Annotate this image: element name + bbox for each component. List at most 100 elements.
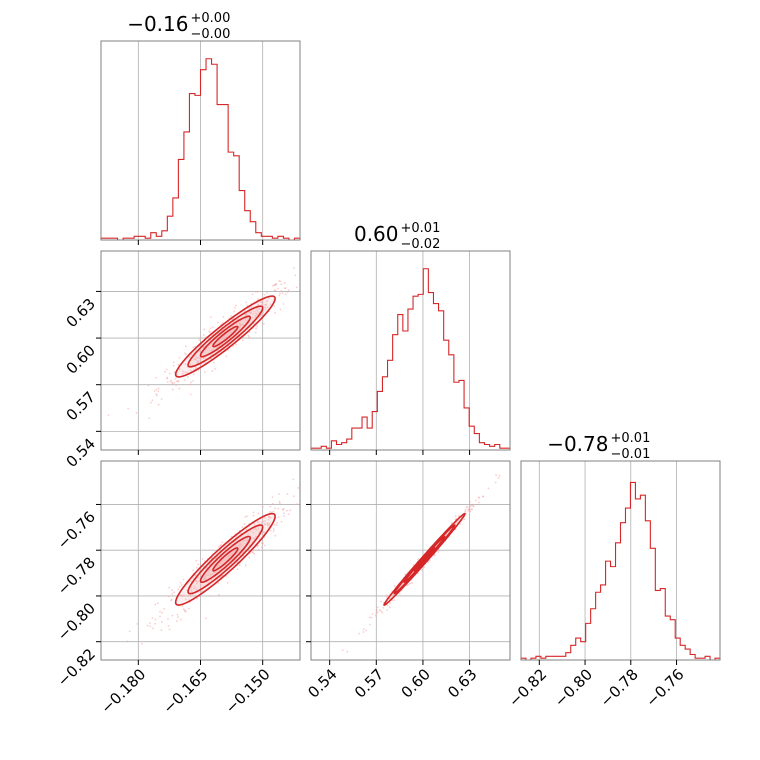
sample-point <box>171 589 174 592</box>
sample-point <box>192 373 195 376</box>
sample-point <box>171 388 174 391</box>
sample-point <box>469 505 471 508</box>
sample-point <box>160 629 163 632</box>
sample-point <box>197 563 200 566</box>
contour-line <box>187 305 264 368</box>
sample-point <box>255 529 258 531</box>
sample-point <box>283 282 286 285</box>
sample-point <box>266 306 269 308</box>
sample-point <box>248 331 251 334</box>
contour-line <box>212 325 239 348</box>
sample-point <box>386 604 389 607</box>
sample-point <box>189 595 192 597</box>
sample-point <box>262 520 265 523</box>
sample-point <box>234 545 237 548</box>
sample-point <box>161 612 163 614</box>
ytick-label-p3: −0.78 <box>54 553 99 598</box>
sample-point <box>272 528 275 531</box>
sample-point <box>370 616 373 619</box>
sample-point <box>186 376 189 378</box>
sample-point <box>389 602 392 605</box>
sample-point <box>262 311 265 314</box>
title-p1: −0.16 +0.00−0.00 <box>127 11 230 42</box>
sample-point <box>168 628 171 631</box>
sample-point <box>386 609 389 611</box>
sample-point <box>160 621 163 623</box>
sample-point <box>257 512 260 515</box>
sample-point <box>362 628 365 631</box>
sample-point <box>155 376 157 379</box>
sample-point <box>261 303 264 306</box>
sample-point <box>209 316 212 319</box>
density-fill <box>212 326 238 347</box>
sample-point <box>214 367 216 370</box>
ytick-label-p3: −0.82 <box>54 645 99 690</box>
sample-point <box>475 499 477 502</box>
sample-point <box>286 493 289 495</box>
sample-point <box>245 301 248 304</box>
sample-point <box>271 284 274 287</box>
sample-point <box>217 545 220 548</box>
sample-point <box>266 299 269 302</box>
sample-point <box>463 518 466 521</box>
sample-point <box>107 414 110 416</box>
histogram-panel-p1 <box>100 41 301 241</box>
sample-point <box>385 594 388 597</box>
sample-point <box>212 326 214 329</box>
sample-point <box>173 370 176 373</box>
sample-point <box>195 559 198 562</box>
sample-point <box>217 340 220 343</box>
contour-line <box>199 315 252 358</box>
sample-point <box>464 508 467 511</box>
sample-point <box>365 629 367 632</box>
xtick-label-p1: −0.180 <box>97 665 149 717</box>
sample-point <box>286 509 288 512</box>
sample-point <box>382 606 385 609</box>
sample-point <box>277 516 280 518</box>
contour-line <box>413 547 436 572</box>
sample-point <box>263 544 266 547</box>
xtick-label-p3: −0.78 <box>597 665 642 710</box>
density-fill <box>188 306 263 367</box>
sample-point <box>165 368 168 371</box>
sample-point <box>286 291 289 294</box>
sample-point <box>428 559 431 562</box>
sample-point <box>409 582 412 585</box>
sample-point <box>221 337 223 339</box>
sample-point <box>437 550 440 553</box>
sample-point <box>277 287 280 290</box>
ytick-label-p2: 0.57 <box>63 388 99 424</box>
sample-point <box>375 608 378 611</box>
sample-point <box>219 576 222 579</box>
scatter-panel-p2-p3 <box>311 461 510 660</box>
sample-point <box>176 380 178 383</box>
sample-point <box>273 305 276 308</box>
sample-point <box>179 594 182 596</box>
sample-point <box>178 585 181 588</box>
sample-point <box>284 293 287 296</box>
title-value: −0.78 <box>547 432 608 456</box>
histogram-panel-p2 <box>310 251 511 450</box>
sample-point <box>263 531 265 533</box>
sample-point <box>252 551 254 554</box>
sample-point <box>301 502 303 504</box>
sample-point <box>128 630 131 633</box>
sample-point <box>170 598 173 601</box>
sample-point <box>242 323 244 326</box>
sample-point <box>252 316 255 319</box>
title-plus: +0.01 <box>401 221 441 236</box>
sample-point <box>167 595 170 598</box>
sample-point <box>259 301 262 303</box>
sample-point <box>346 650 349 653</box>
sample-point <box>278 280 280 282</box>
sample-point <box>380 610 382 612</box>
sample-point <box>262 301 264 304</box>
sample-point <box>195 566 198 569</box>
sample-point <box>149 625 152 628</box>
sample-point <box>297 487 300 489</box>
sample-point <box>203 328 206 331</box>
sample-point <box>252 514 255 517</box>
sample-point <box>393 585 396 587</box>
sample-point <box>362 631 365 633</box>
